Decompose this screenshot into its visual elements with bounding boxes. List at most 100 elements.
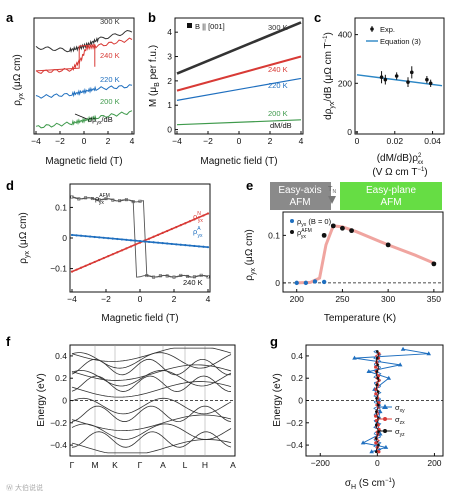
easy-plane-region	[340, 182, 442, 210]
band-line	[71, 439, 232, 454]
afm-marker	[77, 197, 81, 201]
tn-label: TN	[328, 184, 337, 195]
band-line	[71, 431, 232, 448]
panel-d-xtick-label: −4	[67, 294, 77, 304]
panel-b-ytick-label: 0	[167, 125, 172, 135]
series-marker	[152, 235, 155, 238]
sigma-xy-marker	[386, 375, 392, 380]
series-marker	[157, 241, 160, 244]
kpoint-label: A	[160, 460, 166, 470]
series-marker	[138, 239, 142, 243]
data-point	[406, 80, 410, 84]
kpoint-label: Γ	[70, 460, 75, 470]
panel-e-letter: e	[246, 178, 253, 193]
panel-b-xtick-label: 0	[237, 136, 242, 146]
afm-marker	[70, 195, 74, 199]
series-marker	[116, 237, 119, 241]
series-marker	[125, 238, 128, 241]
panel-c-xlabel-line1: (dM/dB)ρ2 xx	[377, 153, 424, 166]
afm-marker	[104, 197, 108, 201]
series-marker	[197, 216, 201, 219]
panel-e-xtick-label: 200	[290, 294, 304, 304]
panel-c-frame	[354, 17, 445, 135]
series-300k	[176, 21, 302, 75]
band-line	[71, 375, 232, 392]
series-marker	[152, 241, 155, 244]
series-marker	[116, 251, 119, 254]
series-marker	[70, 233, 74, 237]
panel-e-xtick-label: 250	[335, 294, 349, 304]
panel-d-ytick-label: 0.1	[55, 202, 67, 212]
series-marker	[134, 243, 137, 246]
sigma-yz-marker	[376, 363, 379, 367]
panel-a-xtick-label: 4	[130, 136, 135, 146]
panel-e-frame	[282, 211, 444, 293]
panel-e-legend-marker-2	[290, 230, 294, 234]
panel-d-ytick-label: 0	[62, 233, 67, 243]
series-label-220k: 220 K	[268, 81, 288, 90]
panel-e-legend-2: ρAFM yx	[297, 228, 312, 240]
afm-marker	[192, 275, 196, 279]
afm-marker	[111, 198, 115, 202]
series-marker	[102, 236, 105, 239]
series-marker	[125, 247, 128, 250]
panel-b: b −4 −2 0 2 4 0 1 2 3 4 Magnetic field (T) M (μB…	[148, 10, 304, 167]
series-marker	[75, 268, 78, 271]
sigma-xy-marker	[383, 444, 389, 449]
series-marker	[79, 234, 83, 237]
panel-c-legend-exp: Exp.	[380, 25, 395, 34]
data-point	[409, 70, 414, 75]
panel-c-ytick-label: 200	[338, 78, 352, 88]
panel-d-xtick-label: −2	[101, 294, 111, 304]
easy-axis-label-line1: Easy-axis	[278, 185, 321, 196]
panel-c-legend-eq: Equation (3)	[380, 37, 421, 46]
band-line	[71, 364, 232, 381]
series-marker	[129, 245, 133, 248]
panel-d-xtick-label: 0	[138, 294, 143, 304]
series-label-300k: 300 K	[268, 23, 288, 32]
series-marker	[170, 242, 173, 246]
series-afm-down	[71, 196, 209, 278]
kpoint-label: A	[230, 460, 236, 470]
panel-f: f Γ M K Γ A L H A 0.4 0.2 0 −0.2 −0.4 Energy (eV)	[6, 334, 236, 470]
easy-plane-label-line1: Easy-plane	[366, 185, 416, 196]
afm-marker	[206, 275, 210, 279]
legend-marker-szx	[383, 417, 387, 421]
panel-d-ylabel: ρyx (μΩ cm)	[18, 212, 31, 264]
series-marker	[188, 244, 191, 247]
series-marker	[93, 235, 96, 239]
panel-g-ytick-label: −0.2	[286, 418, 303, 428]
band-line	[71, 358, 232, 376]
panel-b-ytick-label: 4	[167, 27, 172, 37]
panel-b-legend-marker	[187, 23, 192, 28]
series-marker	[161, 231, 164, 235]
series-label-240k: 240 K	[100, 51, 120, 60]
sigma-xy-marker	[400, 346, 406, 351]
series-marker	[84, 235, 87, 238]
sigma-xy-marker	[426, 351, 432, 356]
series-marker	[179, 224, 182, 227]
band-line	[71, 381, 232, 398]
easy-axis-region	[270, 182, 331, 210]
panel-c-ytick-label: 400	[338, 30, 352, 40]
series-marker	[166, 242, 169, 245]
afm-marker	[145, 274, 149, 278]
panel-e-xtick-label: 350	[427, 294, 441, 304]
sigma-yz-marker	[376, 390, 380, 393]
afm-marker	[138, 199, 142, 203]
panel-c-letter: c	[314, 10, 321, 25]
panel-c-xlabel-line2: (V Ω cm T−1)	[372, 167, 427, 178]
series-marker	[70, 270, 74, 273]
trend-curve	[296, 224, 437, 285]
panel-b-ytick-label: 2	[167, 76, 172, 86]
panel-f-ytick-label: −0.4	[50, 440, 67, 450]
series-marker	[102, 256, 105, 260]
series-marker	[120, 238, 123, 241]
series-label-300k: 300 K	[100, 17, 120, 26]
panel-f-ylabel: Energy (eV)	[36, 373, 47, 426]
series-marker	[120, 249, 123, 252]
panel-e-xlabel: Temperature (K)	[324, 313, 396, 324]
series-marker	[188, 220, 191, 223]
series-marker	[107, 237, 110, 240]
panel-c-xtick-label: 0.02	[387, 136, 404, 146]
